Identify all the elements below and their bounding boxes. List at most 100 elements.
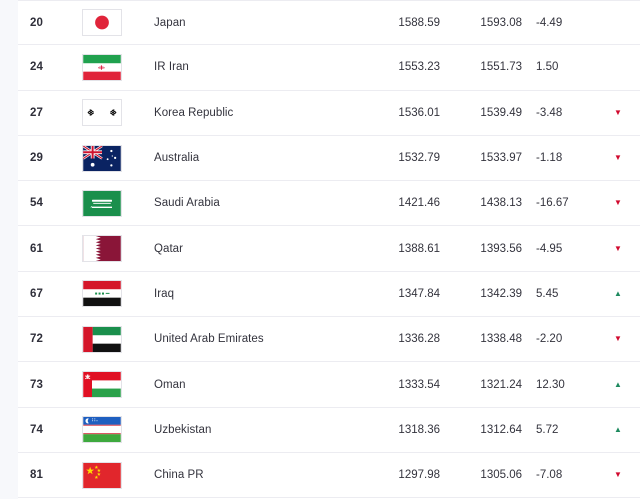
team-name-cell[interactable]: Qatar	[154, 242, 184, 255]
rank-cell: 20	[30, 16, 43, 29]
left-gutter	[0, 0, 18, 499]
flag-united-arab-emirates	[82, 325, 122, 353]
flag-china-pr	[82, 461, 122, 489]
table-row[interactable]: 72 United Arab Emirates 1336.28 1338.48 -2.2…	[18, 317, 640, 363]
delta-cell: 12.30	[536, 378, 565, 391]
points-cell: 1588.59	[398, 16, 440, 29]
rank-cell: 74	[30, 423, 43, 436]
team-name-cell[interactable]: Iraq	[154, 287, 175, 300]
previous-points-cell: 1533.97	[480, 152, 522, 165]
delta-cell: -1.18	[536, 152, 563, 165]
team-name-cell[interactable]: IR Iran	[154, 61, 189, 74]
flag-qatar	[82, 235, 122, 263]
flag-oman	[82, 371, 122, 399]
flag-ir-iran	[82, 53, 122, 81]
table-row[interactable]: 27 Korea Republic 1536.01 1539.49 -3.48 ▼	[18, 90, 640, 136]
team-name-cell[interactable]: Oman	[154, 378, 186, 391]
table-row[interactable]: 24 IR Iran 1553.23 1551.73 1.50	[18, 45, 640, 91]
flag-cell	[62, 9, 142, 37]
delta-cell: -2.20	[536, 333, 563, 346]
points-cell: 1333.54	[398, 378, 440, 391]
points-cell: 1532.79	[398, 152, 440, 165]
rank-cell: 72	[30, 333, 43, 346]
flag-cell	[62, 280, 142, 308]
flag-cell	[62, 325, 142, 353]
rank-cell: 81	[30, 469, 43, 482]
rank-cell: 24	[30, 61, 43, 74]
trend-up-icon: ▲	[614, 379, 622, 389]
points-cell: 1318.36	[398, 423, 440, 436]
previous-points-cell: 1338.48	[480, 333, 522, 346]
rank-cell: 73	[30, 378, 43, 391]
trend-down-icon: ▼	[614, 334, 622, 344]
flag-iraq	[82, 280, 122, 308]
previous-points-cell: 1539.49	[480, 106, 522, 119]
team-name-cell[interactable]: Saudi Arabia	[154, 197, 220, 210]
delta-cell: -4.49	[536, 16, 563, 29]
rank-cell: 29	[30, 152, 43, 165]
points-cell: 1347.84	[398, 287, 440, 300]
rank-cell: 27	[30, 106, 43, 119]
table-row[interactable]: 20 Japan 1588.59 1593.08 -4.49	[18, 0, 640, 46]
delta-cell: -3.48	[536, 106, 563, 119]
flag-uzbekistan	[82, 416, 122, 444]
delta-cell: 1.50	[536, 61, 559, 74]
flag-cell	[62, 416, 142, 444]
rank-cell: 61	[30, 242, 43, 255]
previous-points-cell: 1305.06	[480, 469, 522, 482]
delta-cell: 5.72	[536, 423, 559, 436]
flag-cell	[62, 235, 142, 263]
table-row[interactable]: 81 China PR 1297.98 1305.06 -7.08 ▼	[18, 452, 640, 499]
table-row[interactable]: 29 Australia 1532.79 1533.97 -1.18 ▼	[18, 135, 640, 182]
previous-points-cell: 1312.64	[480, 423, 522, 436]
trend-up-icon: ▲	[614, 424, 622, 434]
table-row[interactable]: 67 Iraq 1347.84 1342.39 5.45 ▲	[18, 271, 640, 318]
rank-cell: 54	[30, 197, 43, 210]
points-cell: 1536.01	[398, 106, 440, 119]
previous-points-cell: 1393.56	[480, 242, 522, 255]
previous-points-cell: 1321.24	[480, 378, 522, 391]
team-name-cell[interactable]: Korea Republic	[154, 106, 234, 119]
trend-up-icon: ▲	[614, 288, 622, 298]
table-row[interactable]: 54 Saudi Arabia 1421.46 1438.13 -16.67 ▼	[18, 181, 640, 227]
flag-cell	[62, 99, 142, 127]
delta-cell: -7.08	[536, 469, 563, 482]
trend-down-icon: ▼	[614, 107, 622, 117]
points-cell: 1421.46	[398, 197, 440, 210]
flag-japan	[82, 9, 122, 37]
flag-cell	[62, 189, 142, 217]
flag-cell	[62, 53, 142, 81]
table-row[interactable]: 73 Oman 1333.54 1321.24 12.30 ▲	[18, 362, 640, 408]
team-name-cell[interactable]: Japan	[154, 16, 186, 29]
flag-cell	[62, 371, 142, 399]
points-cell: 1297.98	[398, 469, 440, 482]
table-row[interactable]: 74 Uzbekistan 1318.36 1312.64 5.72 ▲	[18, 407, 640, 453]
team-name-cell[interactable]: Uzbekistan	[154, 423, 212, 436]
table-row[interactable]: 61 Qatar 1388.61 1393.56 -4.95 ▼	[18, 226, 640, 272]
team-name-cell[interactable]: Australia	[154, 152, 200, 165]
flag-korea-republic	[82, 99, 122, 127]
flag-saudi-arabia	[82, 189, 122, 217]
points-cell: 1553.23	[398, 61, 440, 74]
previous-points-cell: 1593.08	[480, 16, 522, 29]
team-name-cell[interactable]: United Arab Emirates	[154, 333, 264, 346]
ranking-table: 20 Japan 1588.59 1593.08 -4.49 24 IR Iran 1553.…	[18, 0, 640, 499]
previous-points-cell: 1438.13	[480, 197, 522, 210]
previous-points-cell: 1551.73	[480, 61, 522, 74]
delta-cell: 5.45	[536, 287, 559, 300]
flag-cell	[62, 461, 142, 489]
delta-cell: -4.95	[536, 242, 563, 255]
flag-australia	[82, 144, 122, 172]
trend-down-icon: ▼	[614, 153, 622, 163]
rank-cell: 67	[30, 287, 43, 300]
delta-cell: -16.67	[536, 197, 569, 210]
flag-cell	[62, 144, 142, 172]
trend-down-icon: ▼	[614, 470, 622, 480]
team-name-cell[interactable]: China PR	[154, 469, 204, 482]
trend-down-icon: ▼	[614, 198, 622, 208]
trend-down-icon: ▼	[614, 243, 622, 253]
points-cell: 1336.28	[398, 333, 440, 346]
previous-points-cell: 1342.39	[480, 287, 522, 300]
points-cell: 1388.61	[398, 242, 440, 255]
